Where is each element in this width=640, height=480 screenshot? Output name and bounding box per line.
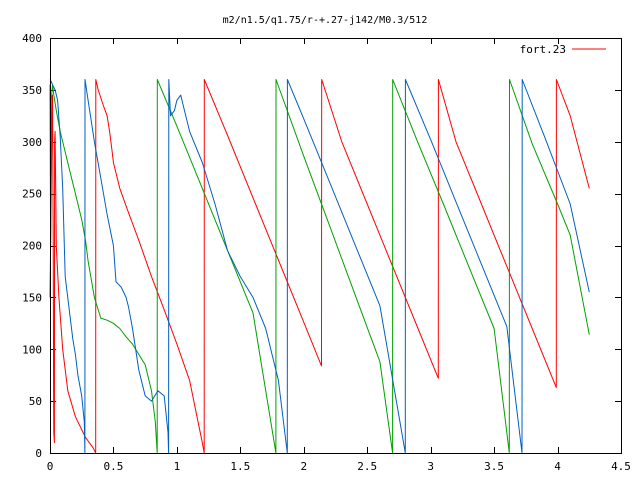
- x-tick-label: 3: [427, 460, 434, 473]
- x-tick-label: 4.5: [611, 460, 631, 473]
- x-tick-label: 1.5: [230, 460, 250, 473]
- plot-frame: [50, 38, 622, 454]
- series-line-3: [49, 79, 590, 454]
- y-tick-label: 300: [22, 136, 42, 149]
- x-tick-label: 4: [554, 460, 561, 473]
- y-tick-label: 350: [22, 84, 42, 97]
- y-tick-label: 50: [29, 395, 42, 408]
- y-tick-label: 150: [22, 291, 42, 304]
- x-tick-label: 2: [300, 460, 307, 473]
- x-tick-label: 0.5: [104, 460, 124, 473]
- legend-label-fort-23: fort.23: [520, 43, 566, 56]
- x-tick-label: 1: [174, 460, 181, 473]
- tick-marks: [50, 38, 622, 454]
- x-tick-label: 0: [47, 460, 54, 473]
- y-tick-labels: 0 50 100 150 200 250 300 350 400: [22, 32, 42, 460]
- y-tick-label: 250: [22, 188, 42, 201]
- y-tick-label: 400: [22, 32, 42, 45]
- series-line-2: [49, 79, 590, 454]
- y-tick-label: 100: [22, 343, 42, 356]
- x-tick-label: 2.5: [357, 460, 377, 473]
- y-tick-label: 200: [22, 240, 42, 253]
- chart-title: m2/n1.5/q1.75/r-+.27-j142/M0.3/512: [223, 15, 428, 26]
- y-tick-label: 0: [35, 447, 42, 460]
- x-tick-label: 3.5: [484, 460, 504, 473]
- series-lines: [49, 79, 590, 454]
- legend: fort.23: [520, 43, 606, 56]
- x-tick-labels: 0 0.5 1 1.5 2 2.5 3 3.5 4 4.5: [47, 460, 631, 473]
- series-line-1: [49, 79, 590, 454]
